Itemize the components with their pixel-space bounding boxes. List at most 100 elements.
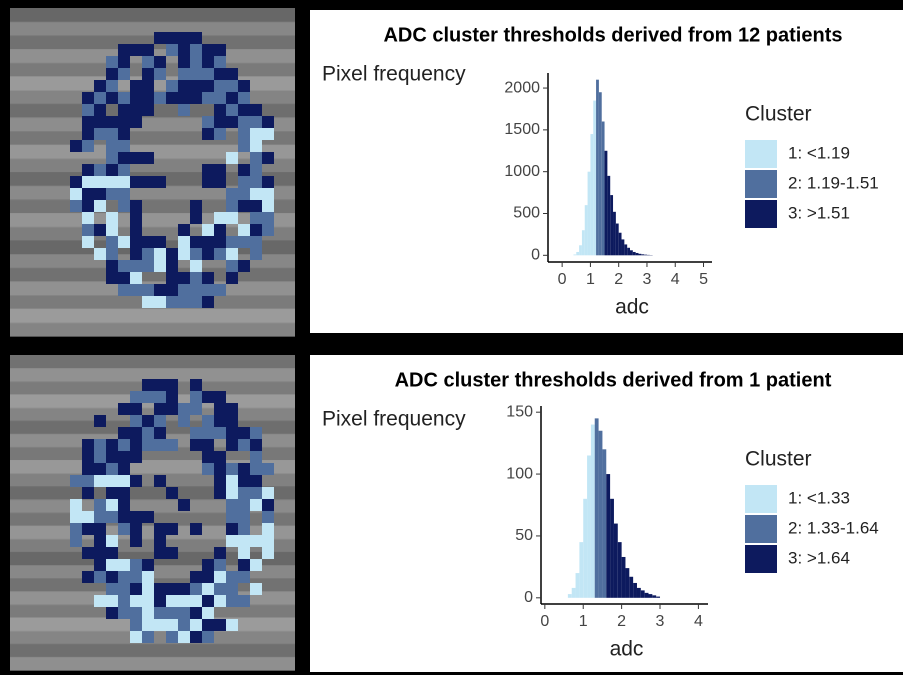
overlay-pixel xyxy=(106,80,118,92)
overlay-pixel xyxy=(130,583,142,595)
image-texture xyxy=(10,355,295,370)
histogram-bar xyxy=(644,592,649,598)
overlay-pixel xyxy=(202,607,214,619)
overlay-pixel xyxy=(238,571,250,583)
overlay-pixel xyxy=(262,128,274,140)
overlay-pixel xyxy=(118,260,130,272)
overlay-pixel xyxy=(70,511,82,523)
overlay-pixel xyxy=(82,212,94,224)
overlay-pixel xyxy=(238,499,250,511)
histogram-bar xyxy=(606,474,611,598)
overlay-pixel xyxy=(82,116,94,128)
overlay-pixel xyxy=(154,415,166,427)
legend-swatch xyxy=(745,545,777,573)
overlay-pixel xyxy=(130,475,142,487)
overlay-pixel xyxy=(142,260,154,272)
overlay-pixel xyxy=(130,619,142,631)
overlay-pixel xyxy=(82,188,94,200)
overlay-pixel xyxy=(142,559,154,571)
x-tick-label: 1 xyxy=(586,271,595,288)
overlay-pixel xyxy=(214,403,226,415)
overlay-pixel xyxy=(202,463,214,475)
overlay-pixel xyxy=(262,176,274,188)
overlay-pixel xyxy=(202,224,214,236)
overlay-pixel xyxy=(202,595,214,607)
overlay-pixel xyxy=(238,559,250,571)
overlay-pixel xyxy=(94,128,106,140)
overlay-pixel xyxy=(262,212,274,224)
overlay-pixel xyxy=(154,248,166,260)
overlay-pixel xyxy=(214,415,226,427)
y-tick-label: 500 xyxy=(513,205,540,222)
overlay-pixel xyxy=(82,224,94,236)
legend-title: Cluster xyxy=(745,448,812,471)
overlay-pixel xyxy=(118,164,130,176)
overlay-pixel xyxy=(262,511,274,523)
x-tick-label: 1 xyxy=(579,613,588,630)
overlay-pixel xyxy=(190,248,202,260)
histogram-bar xyxy=(627,247,630,256)
overlay-pixel xyxy=(214,619,226,631)
overlay-pixel xyxy=(250,451,262,463)
overlay-pixel xyxy=(82,463,94,475)
x-axis-label: adc xyxy=(610,638,644,661)
overlay-pixel xyxy=(118,236,130,248)
overlay-pixel xyxy=(250,439,262,451)
overlay-pixel xyxy=(154,583,166,595)
overlay-pixel xyxy=(154,619,166,631)
legend-label: 3: >1.64 xyxy=(788,548,850,567)
overlay-pixel xyxy=(202,80,214,92)
overlay-pixel xyxy=(238,463,250,475)
overlay-pixel xyxy=(118,523,130,535)
overlay-pixel xyxy=(190,607,202,619)
overlay-pixel xyxy=(178,583,190,595)
overlay-pixel xyxy=(238,80,250,92)
overlay-pixel xyxy=(178,224,190,236)
histogram-bar xyxy=(610,498,614,598)
overlay-pixel xyxy=(106,475,118,487)
overlay-pixel xyxy=(118,583,130,595)
overlay-pixel xyxy=(130,104,142,116)
overlay-pixel xyxy=(238,164,250,176)
overlay-pixel xyxy=(190,56,202,68)
overlay-pixel xyxy=(106,451,118,463)
overlay-pixel xyxy=(82,547,94,559)
overlay-pixel xyxy=(262,499,274,511)
overlay-pixel xyxy=(166,80,178,92)
overlay-pixel xyxy=(190,272,202,284)
overlay-pixel xyxy=(250,188,262,200)
legend-label: 2: 1.19-1.51 xyxy=(788,173,879,192)
overlay-pixel xyxy=(238,547,250,559)
overlay-pixel xyxy=(106,583,118,595)
overlay-pixel xyxy=(118,44,130,56)
image-texture xyxy=(10,643,295,658)
histogram-bar xyxy=(624,244,628,256)
legend-swatch xyxy=(745,515,777,543)
overlay-pixel xyxy=(130,535,142,547)
overlay-pixel xyxy=(190,523,202,535)
overlay-pixel xyxy=(94,104,106,116)
overlay-pixel xyxy=(238,260,250,272)
overlay-pixel xyxy=(130,284,142,296)
overlay-pixel xyxy=(226,260,238,272)
overlay-pixel xyxy=(154,403,166,415)
overlay-pixel xyxy=(202,427,214,439)
overlay-pixel xyxy=(226,463,238,475)
overlay-pixel xyxy=(118,607,130,619)
overlay-pixel xyxy=(214,487,226,499)
overlay-pixel xyxy=(214,248,226,260)
overlay-pixel xyxy=(262,224,274,236)
overlay-pixel xyxy=(142,571,154,583)
overlay-pixel xyxy=(202,92,214,104)
histogram-bar xyxy=(598,430,603,598)
overlay-pixel xyxy=(226,104,238,116)
overlay-pixel xyxy=(142,439,154,451)
histogram-bar xyxy=(593,100,597,256)
overlay-pixel xyxy=(82,439,94,451)
overlay-pixel xyxy=(166,248,178,260)
overlay-pixel xyxy=(214,427,226,439)
overlay-pixel xyxy=(250,463,262,475)
overlay-pixel xyxy=(214,164,226,176)
histogram-bar xyxy=(621,556,626,598)
